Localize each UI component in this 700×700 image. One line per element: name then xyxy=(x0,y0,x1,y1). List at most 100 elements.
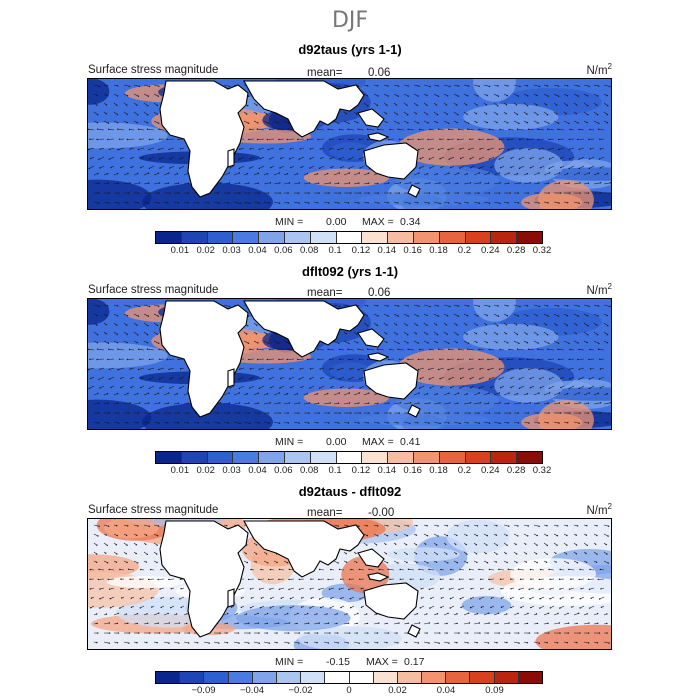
colorbar-swatch xyxy=(259,452,285,463)
colorbar-tick-label: 0.09 xyxy=(485,685,504,696)
colorbar-swatch xyxy=(413,232,440,243)
colorbar-swatch xyxy=(491,232,518,243)
panel-3-field-label: Surface stress magnitude xyxy=(88,504,219,516)
colorbar-swatch xyxy=(388,452,414,463)
panel-2-min-label: MIN = xyxy=(275,436,304,448)
panel-1-map-graphic xyxy=(88,79,611,209)
colorbar-swatch xyxy=(465,452,492,463)
colorbar-tick-label: 0.06 xyxy=(274,465,293,476)
colorbar-swatch xyxy=(228,672,253,683)
panel-2-min-value: 0.00 xyxy=(326,436,347,448)
colorbar-tick-label: −0.04 xyxy=(239,685,265,696)
panel-2-field-label: Surface stress magnitude xyxy=(88,284,219,296)
colorbar-tick-label: 0.28 xyxy=(506,465,526,476)
colorbar-swatch xyxy=(276,672,302,683)
colorbar-swatch xyxy=(336,452,363,463)
colorbar-swatch xyxy=(491,452,518,463)
colorbar-tick-label: 0.08 xyxy=(299,465,319,476)
colorbar-tick-label: 0.14 xyxy=(377,245,397,256)
panel-3-map-graphic xyxy=(88,519,611,649)
colorbar-tick-label: 0.14 xyxy=(377,465,397,476)
colorbar-tick-label: 0.32 xyxy=(532,465,552,476)
panel-1-max-value: 0.34 xyxy=(400,216,421,228)
colorbar-swatch xyxy=(494,672,519,683)
colorbar-swatch xyxy=(156,232,182,243)
colorbar-swatch xyxy=(413,452,440,463)
colorbar-swatch xyxy=(362,452,389,463)
colorbar-tick-label: 0.03 xyxy=(222,465,241,476)
colorbar-tick-label: 0.24 xyxy=(481,245,500,256)
colorbar-swatch xyxy=(397,672,423,683)
colorbar-swatch xyxy=(336,232,363,243)
panel-1-units: N/m2 xyxy=(586,62,612,77)
colorbar-tick-label: 0.18 xyxy=(429,465,448,476)
panel-2-title: dflt092 (yrs 1-1) xyxy=(301,264,399,279)
panel-2-mean-value: 0.06 xyxy=(368,287,391,299)
colorbar-swatch xyxy=(517,452,542,463)
colorbar-swatch xyxy=(284,232,311,243)
colorbar-swatch xyxy=(310,452,337,463)
panel-3-map xyxy=(87,518,612,650)
colorbar-swatch xyxy=(446,672,471,683)
colorbar-swatch xyxy=(325,672,350,683)
colorbar-swatch xyxy=(259,232,285,243)
panel-2-map xyxy=(87,298,612,430)
panel-3-mean-value: -0.00 xyxy=(368,507,395,519)
figure-season-title: DJF xyxy=(331,8,369,33)
colorbar-swatch xyxy=(156,672,181,683)
colorbar-tick-label: 0.08 xyxy=(299,245,319,256)
colorbar-swatch xyxy=(439,232,466,243)
colorbar-swatch xyxy=(349,672,374,683)
colorbar-tick-label: 0.04 xyxy=(436,685,456,696)
colorbar-swatch xyxy=(181,452,208,463)
colorbar-swatch xyxy=(518,672,542,683)
panel-1-min-label: MIN = xyxy=(275,216,304,228)
colorbar-swatch xyxy=(180,672,205,683)
colorbar-swatch xyxy=(388,232,414,243)
panel-2-colorbar-ticks: 0.01 0.02 0.03 0.04 0.06 0.08 0.1 0.12 0.14 0.16 0… xyxy=(155,465,552,477)
colorbar-tick-label: −0.02 xyxy=(288,685,313,696)
panel-1-min-value: 0.00 xyxy=(326,216,347,228)
colorbar-tick-label: 0.1 xyxy=(328,245,342,256)
colorbar-tick-label: 0.06 xyxy=(274,245,293,256)
colorbar-tick-label: 0.2 xyxy=(457,245,471,256)
colorbar-swatch xyxy=(207,232,234,243)
colorbar-tick-label: 0.12 xyxy=(351,245,371,256)
colorbar-tick-label: 0.03 xyxy=(222,245,241,256)
colorbar-swatch xyxy=(465,232,492,243)
colorbar-tick-label: 0.2 xyxy=(457,465,471,476)
panel-1-max-label: MAX = xyxy=(362,216,394,228)
panel-2-max-value: 0.41 xyxy=(400,436,421,448)
colorbar-tick-label: 0.32 xyxy=(532,245,552,256)
colorbar-swatch xyxy=(310,232,337,243)
colorbar-tick-label: 0.04 xyxy=(248,245,267,256)
colorbar-tick-label: 0.02 xyxy=(388,685,407,696)
panel-2-colorbar xyxy=(155,451,543,464)
colorbar-swatch xyxy=(233,232,260,243)
panel-3-colorbar xyxy=(155,671,543,684)
colorbar-swatch xyxy=(207,452,234,463)
colorbar-swatch xyxy=(181,232,208,243)
panel-3-min-value: -0.15 xyxy=(326,656,350,668)
panel-2-map-graphic xyxy=(88,299,611,429)
colorbar-swatch xyxy=(204,672,229,683)
colorbar-tick-label: 0.02 xyxy=(196,245,215,256)
panel-3-title: d92taus - dflt092 xyxy=(298,484,402,499)
panel-1-field-label: Surface stress magnitude xyxy=(88,64,219,76)
panel-3-max-value: 0.17 xyxy=(404,656,425,668)
panel-1-map xyxy=(87,78,612,210)
colorbar-tick-label: 0.01 xyxy=(170,465,190,476)
panel-2-mean-label: mean= xyxy=(307,287,343,299)
colorbar-swatch xyxy=(517,232,542,243)
panel-2-units: N/m2 xyxy=(586,282,612,297)
colorbar-tick-label: 0.04 xyxy=(248,465,267,476)
colorbar-tick-label: 0.18 xyxy=(429,245,448,256)
panel-1-mean-value: 0.06 xyxy=(368,67,391,79)
colorbar-swatch xyxy=(284,452,311,463)
panel-1-colorbar-ticks: 0.01 0.02 0.03 0.04 0.06 0.08 0.1 0.12 0.14 0.16 0… xyxy=(155,245,552,257)
colorbar-swatch xyxy=(252,672,277,683)
panel-3-units: N/m2 xyxy=(586,502,612,517)
colorbar-swatch xyxy=(156,452,182,463)
panel-3-colorbar-ticks: −0.09 −0.04 −0.02 0 0.02 0.04 0.09 xyxy=(155,685,543,697)
colorbar-tick-label: 0.16 xyxy=(403,465,422,476)
